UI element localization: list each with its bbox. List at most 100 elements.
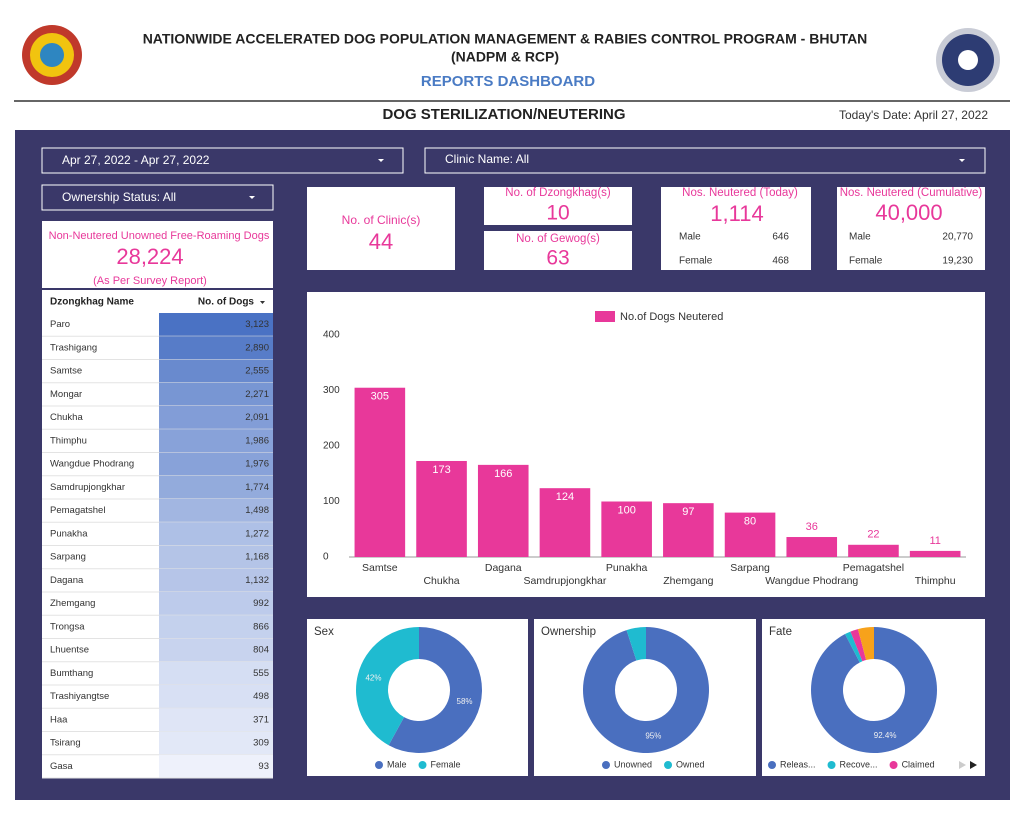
row-name: Gasa (50, 761, 73, 772)
pie-title: Ownership (541, 626, 596, 638)
cell-shade (159, 615, 273, 639)
cell-shade (159, 545, 273, 569)
clinic-filter[interactable] (424, 147, 986, 174)
ownership-filter[interactable] (41, 184, 274, 211)
kpi-sub-value: 468 (772, 256, 789, 267)
bar (354, 387, 406, 557)
kpi-card (484, 187, 632, 225)
legend-dot (664, 761, 673, 769)
dropdown-arrow (959, 159, 965, 162)
row-name: Mongar (50, 389, 82, 400)
pie-slice (850, 629, 867, 662)
row-name: Lhuentse (50, 645, 89, 656)
filter-text: Apr 27, 2022 - Apr 27, 2022 (62, 153, 210, 167)
kpi-note: (As Per Survey Report) (93, 275, 207, 287)
dropdown-arrow (249, 196, 255, 199)
cell-shade (159, 754, 273, 778)
kpi-value: 28,224 (116, 244, 183, 269)
row-value: 866 (253, 621, 269, 632)
bar-value: 173 (432, 464, 450, 476)
right-logo-dog (958, 50, 978, 70)
y-tick-label: 300 (323, 385, 340, 396)
filter-text: Clinic Name: All (445, 152, 529, 166)
legend-dot (827, 761, 836, 769)
row-value: 555 (253, 668, 269, 679)
row-name: Chukha (50, 412, 83, 423)
filter-text: Ownership Status: All (62, 190, 176, 204)
row-value: 93 (258, 761, 269, 772)
cell-shade (159, 638, 273, 662)
date-filter[interactable] (41, 147, 404, 174)
pie-slice (355, 627, 419, 746)
bar (539, 488, 591, 557)
legend-label: Male (387, 759, 407, 769)
kpi-card (307, 187, 455, 270)
legend-dot (418, 761, 427, 769)
cell-shade (159, 406, 273, 430)
cell-shade (159, 731, 273, 755)
legend-swatch (595, 311, 615, 322)
title: NATIONWIDE ACCELERATED DOG POPULATION MA… (143, 31, 868, 47)
row-value: 3,123 (245, 319, 269, 330)
legend-dot (602, 761, 610, 769)
legend-label: No.of Dogs Neutered (620, 311, 723, 323)
legend-label: Recove... (840, 759, 878, 769)
slice-label: 42% (365, 673, 381, 682)
legend-label: Claimed (902, 759, 935, 769)
cell-shade (159, 708, 273, 732)
cell-shade (159, 499, 273, 523)
bar (909, 550, 961, 557)
cell-shade (159, 382, 273, 406)
cell-shade (159, 475, 273, 499)
pie-slice (626, 627, 646, 661)
kpi-sub-label: Female (679, 256, 713, 267)
kpi-value: 10 (546, 202, 569, 225)
cell-shade (159, 359, 273, 383)
kpi-sub-label: Male (679, 232, 701, 243)
cell-shade (159, 429, 273, 453)
row-value: 1,774 (245, 482, 269, 493)
pie-slice (388, 627, 482, 753)
row-name: Samdrupjongkhar (50, 482, 125, 493)
row-value: 1,132 (245, 575, 269, 586)
legend-next[interactable] (970, 761, 977, 769)
bar (786, 537, 838, 557)
pie-title: Sex (314, 626, 334, 638)
legend-label: Unowned (614, 759, 652, 769)
row-value: 2,555 (245, 366, 269, 377)
x-tick-label: Pemagatshel (843, 562, 904, 574)
dropdown-arrow (378, 159, 384, 162)
kpi-sub-value: 646 (772, 232, 789, 243)
legend-label: Releas... (780, 759, 816, 769)
left-logo-core (40, 43, 64, 67)
row-name: Thimphu (50, 435, 87, 446)
row-name: Zhemgang (50, 598, 95, 609)
row-value: 498 (253, 691, 269, 702)
pie-slice (583, 627, 710, 753)
row-name: Paro (50, 319, 70, 330)
bar (663, 503, 714, 557)
y-tick-label: 0 (323, 552, 329, 563)
kpi-card (837, 187, 985, 270)
row-name: Sarpang (50, 552, 86, 563)
kpi-label: Non-Neutered Unowned Free-Roaming Dogs (49, 230, 270, 242)
bar (601, 501, 652, 557)
bar-value: 97 (682, 506, 694, 518)
kpi-sub-label: Female (849, 256, 883, 267)
kpi-card (42, 221, 273, 288)
legend-label: Owned (676, 759, 705, 769)
row-value: 992 (253, 598, 269, 609)
row-name: Trashigang (50, 342, 97, 353)
kpi-label: No. of Clinic(s) (342, 213, 421, 227)
kpi-card (661, 187, 811, 270)
y-tick-label: 200 (323, 441, 340, 452)
table-header[interactable]: No. of Dogs (198, 297, 255, 308)
cell-shade (159, 336, 273, 360)
bar-value: 80 (744, 516, 756, 528)
kpi-card (484, 231, 632, 270)
kpi-value: 44 (369, 229, 393, 254)
row-value: 309 (253, 738, 269, 749)
legend-prev[interactable] (959, 761, 966, 769)
kpi-value: 1,114 (710, 201, 763, 226)
